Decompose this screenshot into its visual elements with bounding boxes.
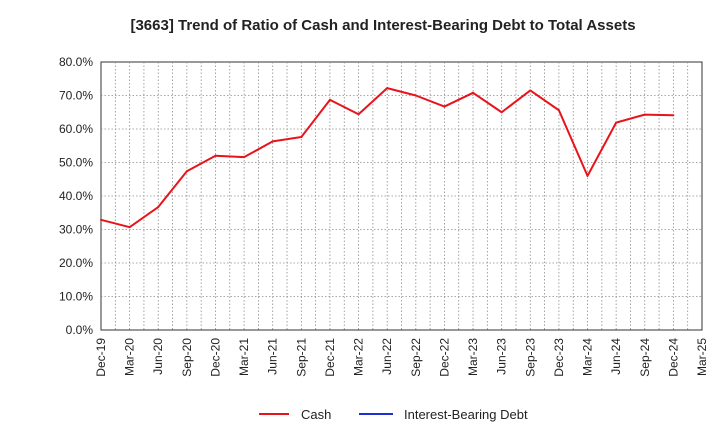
y-axis: 0.0% 10.0% 20.0% 30.0% 40.0% 50.0% 60.0% 70.0% 8… [59,55,93,337]
data-point [500,111,503,114]
legend-label-interest-bearing-debt: Interest-Bearing Debt [404,407,528,422]
x-tick-label: Dec-19 [94,338,108,377]
x-tick-label: Dec-20 [208,338,222,377]
data-point [357,113,360,116]
y-tick-label: 80.0% [59,55,93,69]
x-tick-label: Dec-22 [437,338,451,377]
data-point [414,94,417,97]
x-tick-label: Jun-23 [495,338,509,375]
chart-title: [3663] Trend of Ratio of Cash and Intere… [130,17,635,34]
x-tick-label: Sep-22 [409,338,423,377]
x-tick-label: Dec-24 [666,338,680,377]
y-tick-label: 0.0% [66,323,94,337]
data-point [157,206,160,209]
data-point [328,98,331,101]
x-tick-label: Jun-20 [151,338,165,375]
data-point [185,170,188,173]
x-tick-label: Sep-24 [638,338,652,377]
data-point [529,89,532,92]
legend: Cash Interest-Bearing Debt [259,407,528,422]
y-tick-label: 70.0% [59,89,93,103]
data-point [271,140,274,143]
data-point [643,113,646,116]
data-point [300,136,303,139]
data-point [672,114,675,117]
y-tick-label: 30.0% [59,223,93,237]
x-tick-label: Jun-21 [266,338,280,375]
data-point [214,154,217,157]
x-tick-label: Mar-20 [123,338,137,376]
data-point [557,109,560,112]
x-tick-label: Sep-21 [294,338,308,377]
x-tick-label: Sep-23 [523,338,537,377]
data-point [443,105,446,108]
data-point [100,218,102,221]
x-tick-label: Sep-20 [180,338,194,377]
data-point [386,87,389,90]
y-tick-label: 40.0% [59,189,93,203]
y-tick-label: 10.0% [59,290,93,304]
grid [101,62,702,330]
data-point [586,174,589,177]
x-tick-label: Jun-24 [609,338,623,375]
x-tick-label: Mar-24 [581,338,595,376]
x-tick-label: Mar-25 [695,338,709,376]
y-tick-label: 50.0% [59,156,93,170]
data-point [615,121,618,124]
data-point [472,91,475,94]
x-tick-label: Dec-21 [323,338,337,377]
legend-label-cash: Cash [301,407,331,422]
y-tick-label: 20.0% [59,256,93,270]
x-tick-label: Jun-22 [380,338,394,375]
data-point [243,156,246,159]
x-tick-label: Mar-22 [352,338,366,376]
y-tick-label: 60.0% [59,122,93,136]
x-axis: Dec-19 Mar-20 Jun-20 Sep-20 Dec-20 Mar-21 Jun-… [94,338,709,377]
x-tick-label: Dec-23 [552,338,566,377]
x-tick-label: Mar-23 [466,338,480,376]
x-tick-label: Mar-21 [237,338,251,376]
data-point [128,226,131,229]
series-lines [100,87,675,229]
